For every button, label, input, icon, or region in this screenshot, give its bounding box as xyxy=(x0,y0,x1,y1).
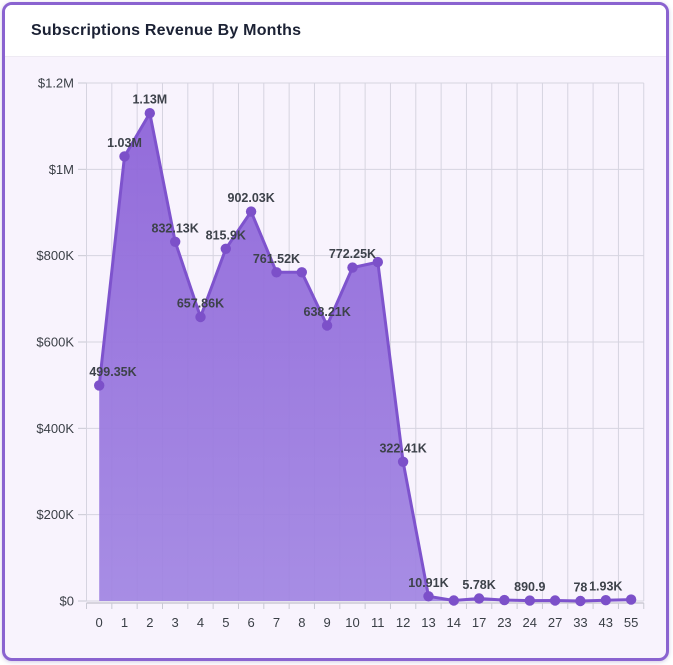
y-axis-tick-label: $1.2M xyxy=(38,76,74,91)
data-point-marker[interactable] xyxy=(119,151,130,162)
card-header: Subscriptions Revenue By Months xyxy=(5,5,666,57)
data-point-label: 5.78K xyxy=(462,578,495,592)
data-point-label: 902.03K xyxy=(228,191,275,205)
data-point-marker[interactable] xyxy=(448,595,459,606)
data-point-label: 772.25K xyxy=(329,247,376,261)
x-axis-tick-label: 4 xyxy=(197,615,204,630)
data-point-label: 78 xyxy=(573,580,587,594)
x-axis-tick-label: 8 xyxy=(298,615,305,630)
chart-title: Subscriptions Revenue By Months xyxy=(31,21,302,39)
data-point-marker[interactable] xyxy=(220,243,231,254)
x-axis-tick-label: 27 xyxy=(548,615,562,630)
data-point-marker[interactable] xyxy=(347,262,358,273)
x-axis-tick-label: 1 xyxy=(121,615,128,630)
data-point-marker[interactable] xyxy=(271,267,282,278)
x-axis-tick-label: 11 xyxy=(371,615,385,630)
data-point-label: 761.52K xyxy=(253,252,300,266)
y-axis-tick-label: $200K xyxy=(36,507,74,522)
data-point-label: 322.41K xyxy=(379,441,426,455)
area-fill xyxy=(99,113,632,601)
data-point-marker[interactable] xyxy=(600,595,611,606)
x-axis-tick-label: 7 xyxy=(273,615,280,630)
y-axis-tick-label: $400K xyxy=(36,421,74,436)
x-axis-tick-label: 0 xyxy=(96,615,103,630)
y-axis-tick-label: $1M xyxy=(49,162,74,177)
y-axis-tick-label: $800K xyxy=(36,248,74,263)
data-point-marker[interactable] xyxy=(372,256,383,268)
data-point-marker[interactable] xyxy=(170,236,181,247)
x-axis-tick-label: 55 xyxy=(624,615,638,630)
data-point-marker[interactable] xyxy=(321,320,333,331)
x-axis-tick-label: 33 xyxy=(573,615,587,630)
data-point-label: 499.35K xyxy=(89,365,136,379)
x-axis-tick-label: 43 xyxy=(599,615,613,630)
data-point-marker[interactable] xyxy=(195,311,206,323)
data-point-marker[interactable] xyxy=(625,594,637,605)
data-point-label: 1.13M xyxy=(132,93,167,107)
y-axis-tick-label: $600K xyxy=(36,335,74,350)
x-axis-tick-label: 13 xyxy=(421,615,435,630)
data-point-marker[interactable] xyxy=(423,591,434,602)
data-point-label: 1.93K xyxy=(589,580,622,594)
x-axis-tick-label: 3 xyxy=(172,615,179,630)
x-axis-tick-label: 24 xyxy=(523,615,537,630)
x-axis-tick-label: 12 xyxy=(396,615,410,630)
x-axis-tick-label: 10 xyxy=(345,615,359,630)
data-point-marker[interactable] xyxy=(575,595,586,607)
chart-body: $1.2M $1M $800K $600K $400K $200K $0 0 1 2 3 4 5 6 7 8 9… xyxy=(5,57,666,657)
series-line xyxy=(97,111,633,603)
data-point-label: 657.86K xyxy=(177,297,224,311)
x-axis-tick-label: 5 xyxy=(222,615,229,630)
data-point-label: 1.03M xyxy=(107,136,142,150)
data-point-label: 832.13K xyxy=(152,221,199,235)
data-point-marker[interactable] xyxy=(245,206,257,217)
data-point-marker[interactable] xyxy=(94,380,105,391)
data-point-label: 815.9K xyxy=(206,228,246,242)
x-axis-tick-label: 6 xyxy=(248,615,255,630)
data-point-marker[interactable] xyxy=(397,456,409,467)
x-axis-tick-label: 17 xyxy=(472,615,486,630)
x-axis-tick-label: 2 xyxy=(146,615,153,630)
data-point-label: 10.91K xyxy=(408,576,448,590)
x-axis-tick-label: 14 xyxy=(447,615,461,630)
data-point-label: 638.21K xyxy=(304,305,351,319)
x-axis-tick-label: 23 xyxy=(497,615,511,630)
data-point-marker[interactable] xyxy=(296,267,307,278)
data-point-marker[interactable] xyxy=(473,593,485,604)
data-point-marker[interactable] xyxy=(549,595,561,606)
x-axis-tick-label: 9 xyxy=(324,615,331,630)
data-point-marker[interactable] xyxy=(144,108,155,119)
subscriptions-revenue-area-chart: $1.2M$1M$800K$600K$400K$200K$00 1 2 3 4 5 6 7 8 9… xyxy=(36,76,645,630)
y-axis-tick-label: $0 xyxy=(60,594,74,609)
data-point-label: 890.9 xyxy=(514,580,545,594)
data-point-marker[interactable] xyxy=(524,595,535,606)
data-point-marker[interactable] xyxy=(499,594,510,606)
